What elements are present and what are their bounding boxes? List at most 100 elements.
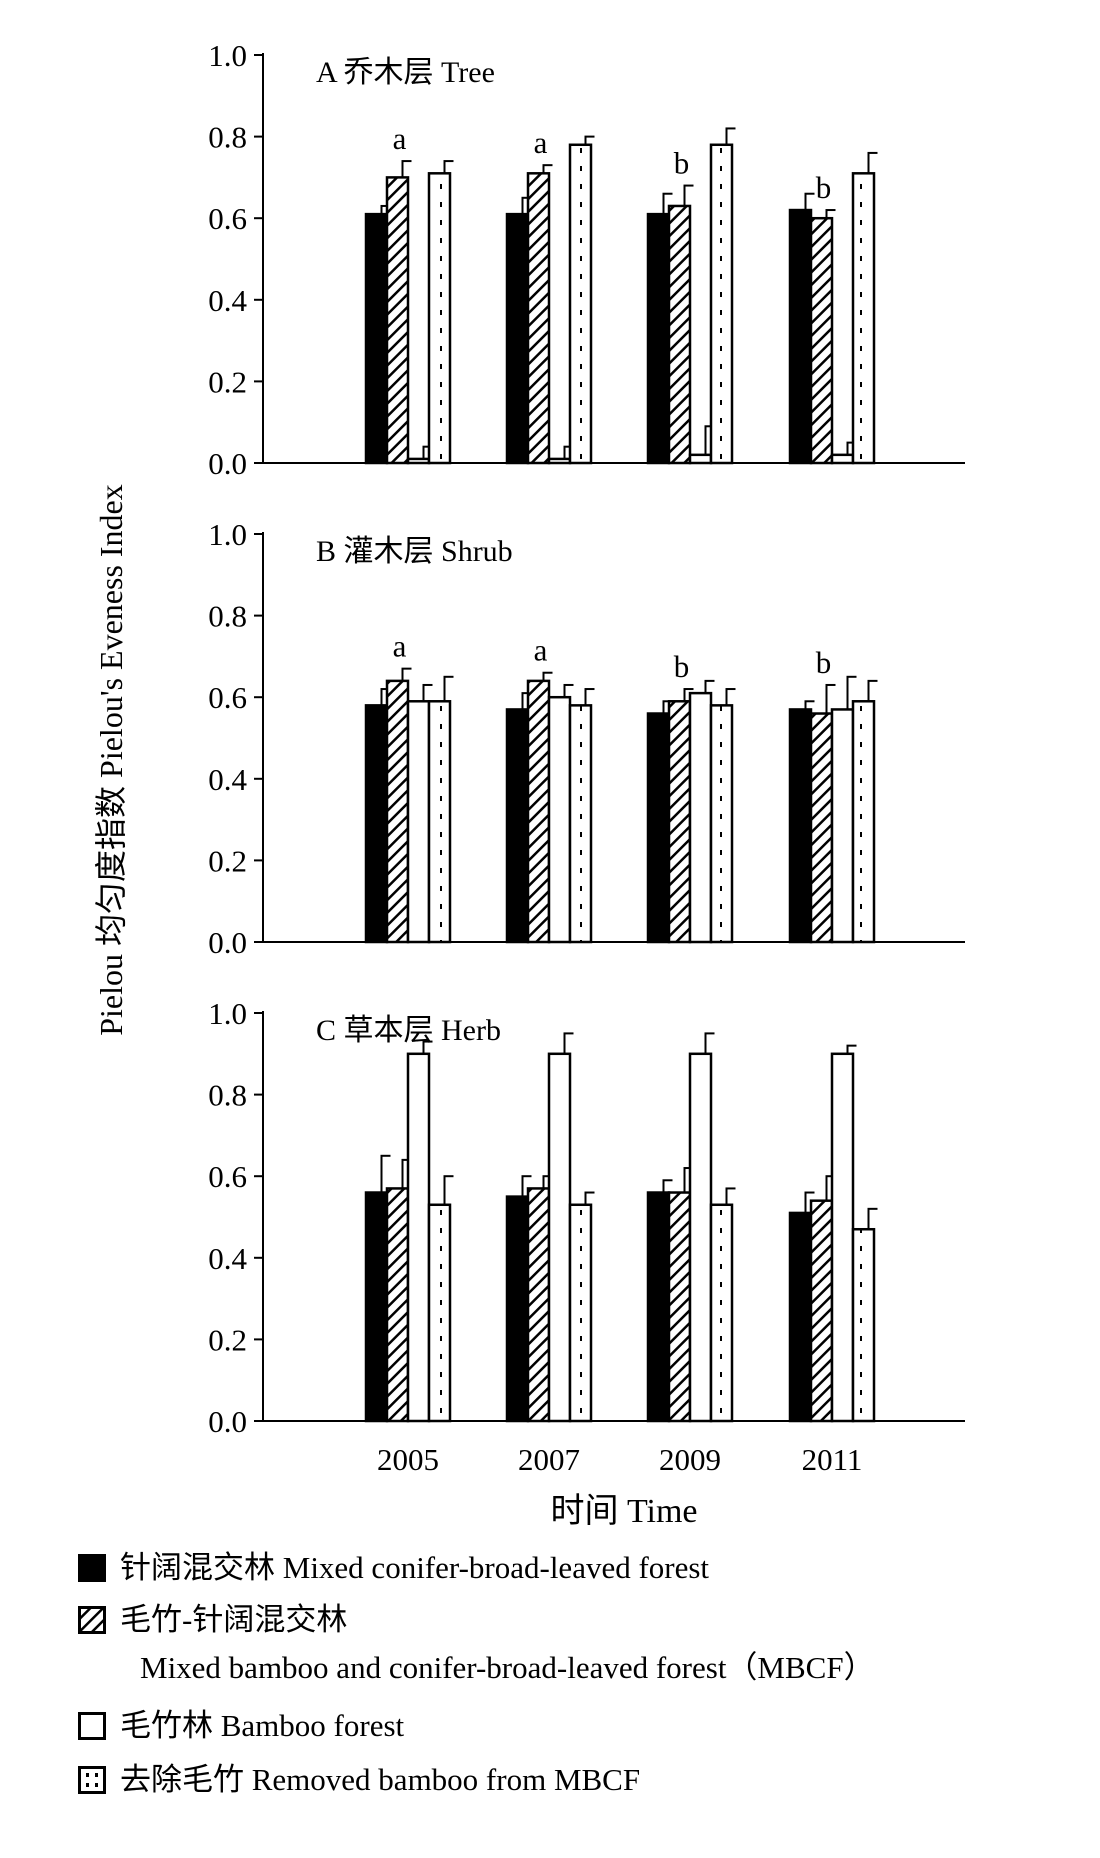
bar-mixed-forest-2011 — [788, 208, 813, 465]
y-tick-label: 0.4 — [208, 762, 247, 797]
bar-mbcf-2011 — [809, 712, 834, 944]
legend-label-mixed-forest: 针阔混交林 Mixed conifer-broad-leaved forest — [120, 1550, 710, 1585]
bar-mixed-forest-2005 — [364, 212, 389, 465]
bar-mbcf-2007 — [526, 172, 551, 465]
y-tick-label: 0.8 — [208, 599, 247, 634]
panel-title: B 灌木层 Shrub — [316, 535, 513, 568]
bar-removed-bamboo-2007 — [568, 143, 593, 465]
significance-label: b — [674, 146, 690, 181]
panel-b: B 灌木层 Shrub 0.0 0.2 0.4 0.6 0.8 1.0 a a b b — [208, 517, 965, 960]
legend-item-bamboo-forest: 毛竹林 Bamboo forest — [78, 1706, 404, 1746]
bar-removed-bamboo-2009 — [709, 143, 734, 465]
bar-mbcf-2007 — [526, 1187, 551, 1423]
legend-item-mixed-forest: 针阔混交林 Mixed conifer-broad-leaved forest — [78, 1548, 709, 1588]
y-axis-label: Pielou 均匀度指数 Pielou's Eveness Index — [93, 484, 129, 1036]
y-tick-label: 0.2 — [208, 843, 247, 878]
bar-removed-bamboo-2011 — [851, 172, 876, 465]
y-tick-label: 0.4 — [208, 283, 247, 318]
bar-removed-bamboo-2005 — [427, 172, 452, 465]
bar-bamboo-forest-2005 — [406, 1052, 431, 1423]
bar-bamboo-forest-2009 — [688, 691, 713, 944]
bar-bamboo-forest-2011 — [830, 1052, 855, 1423]
panel-title: A 乔木层 Tree — [316, 56, 495, 89]
solid-swatch-icon — [78, 1554, 106, 1582]
bar-mbcf-2007 — [526, 679, 551, 944]
bar-bamboo-forest-2005 — [406, 700, 431, 944]
y-tick-label: 0.6 — [208, 1159, 247, 1194]
bar-mbcf-2011 — [809, 1199, 834, 1423]
bar-removed-bamboo-2005 — [427, 1203, 452, 1423]
y-tick-label: 1.0 — [208, 996, 247, 1031]
y-tick-label: 0.8 — [208, 120, 247, 155]
x-axis-label: 时间 Time — [550, 1493, 697, 1530]
bar-bamboo-forest-2005 — [406, 457, 431, 465]
bar-mixed-forest-2011 — [788, 708, 813, 944]
panel-a: A 乔木层 Tree 0.0 0.2 0.4 0.6 0.8 1.0 a a b b — [208, 38, 965, 481]
hatch-swatch-icon — [78, 1606, 106, 1634]
bar-removed-bamboo-2007 — [568, 704, 593, 944]
significance-label: a — [393, 629, 407, 664]
significance-label: b — [674, 649, 690, 684]
bar-mbcf-2009 — [667, 1191, 692, 1423]
bar-mbcf-2005 — [385, 1187, 410, 1423]
legend-item-mbcf: 毛竹-针阔混交林 — [78, 1600, 347, 1640]
bar-bamboo-forest-2009 — [688, 453, 713, 465]
y-tick-label: 0.2 — [208, 364, 247, 399]
bar-removed-bamboo-2011 — [851, 700, 876, 944]
y-tick-label: 0.4 — [208, 1241, 247, 1276]
legend-label-bamboo-forest: 毛竹林 Bamboo forest — [120, 1708, 405, 1743]
bar-mixed-forest-2005 — [364, 1191, 389, 1423]
bar-mbcf-2011 — [809, 216, 834, 465]
legend-label-removed-bamboo: 去除毛竹 Removed bamboo from MBCF — [120, 1762, 641, 1797]
bar-mbcf-2005 — [385, 679, 410, 944]
significance-label: b — [816, 170, 832, 205]
bar-mbcf-2005 — [385, 176, 410, 465]
bar-removed-bamboo-2011 — [851, 1227, 876, 1423]
significance-label: a — [534, 125, 548, 160]
bar-mbcf-2009 — [667, 204, 692, 465]
x-tick-label: 2007 — [518, 1442, 580, 1477]
bar-bamboo-forest-2009 — [688, 1052, 713, 1423]
empty-swatch-icon — [78, 1712, 106, 1740]
bar-mixed-forest-2007 — [505, 1195, 530, 1423]
y-tick-label: 0.6 — [208, 680, 247, 715]
significance-label: a — [534, 633, 548, 668]
bar-bamboo-forest-2011 — [830, 453, 855, 465]
legend-label-mbcf-sub: Mixed bamboo and conifer-broad-leaved fo… — [140, 1650, 875, 1685]
legend-label-mbcf: 毛竹-针阔混交林 — [120, 1602, 348, 1637]
y-tick-label: 0.2 — [208, 1322, 247, 1357]
y-tick-label: 1.0 — [208, 38, 247, 73]
x-tick-label: 2005 — [377, 1442, 439, 1477]
bar-mixed-forest-2009 — [646, 212, 671, 465]
bar-mixed-forest-2005 — [364, 704, 389, 944]
panel-c: C 草本层 Herb 0.0 0.2 0.4 0.6 0.8 1.0 2005 2007 2009… — [208, 996, 965, 1477]
bar-removed-bamboo-2005 — [427, 700, 452, 944]
y-tick-label: 0.0 — [208, 925, 247, 960]
y-tick-label: 0.8 — [208, 1078, 247, 1113]
x-tick-label: 2009 — [659, 1442, 721, 1477]
bar-bamboo-forest-2007 — [547, 695, 572, 944]
y-tick-label: 0.0 — [208, 1404, 247, 1439]
bar-mbcf-2009 — [667, 700, 692, 944]
bar-mixed-forest-2007 — [505, 708, 530, 944]
dots-swatch-icon — [78, 1766, 106, 1794]
y-tick-label: 0.6 — [208, 201, 247, 236]
bar-mixed-forest-2009 — [646, 1191, 671, 1423]
bar-mixed-forest-2011 — [788, 1211, 813, 1423]
y-tick-label: 1.0 — [208, 517, 247, 552]
bar-bamboo-forest-2007 — [547, 1052, 572, 1423]
x-tick-label: 2011 — [802, 1442, 863, 1477]
bar-removed-bamboo-2007 — [568, 1203, 593, 1423]
bar-mixed-forest-2007 — [505, 212, 530, 465]
y-tick-label: 0.0 — [208, 446, 247, 481]
significance-label: a — [393, 121, 407, 156]
bar-mixed-forest-2009 — [646, 712, 671, 944]
legend-item-removed-bamboo: 去除毛竹 Removed bamboo from MBCF — [78, 1760, 640, 1800]
significance-label: b — [816, 645, 832, 680]
panel-title: C 草本层 Herb — [316, 1014, 501, 1047]
bar-removed-bamboo-2009 — [709, 1203, 734, 1423]
bar-bamboo-forest-2011 — [830, 708, 855, 944]
bar-removed-bamboo-2009 — [709, 704, 734, 944]
bar-bamboo-forest-2007 — [547, 457, 572, 465]
